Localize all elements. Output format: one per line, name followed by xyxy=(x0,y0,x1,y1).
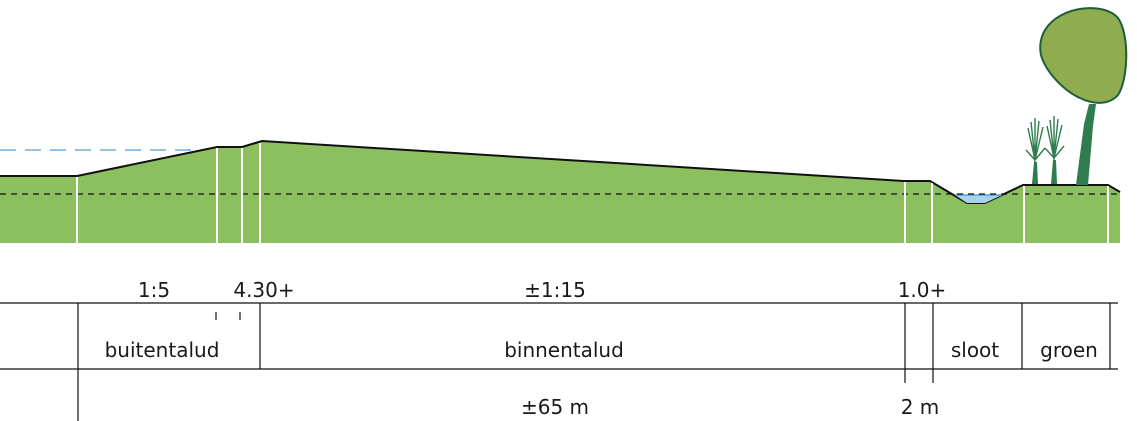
tree-icon xyxy=(1039,7,1128,185)
dimension-total-width: ±65 m xyxy=(521,395,589,419)
dike-profile-line xyxy=(0,139,1121,204)
reed-icon xyxy=(1025,116,1065,185)
label-berm-height: 1.0+ xyxy=(898,278,947,302)
ditch-water xyxy=(955,195,1002,203)
label-crest-height: 4.30+ xyxy=(233,278,294,302)
label-slope-inner: ±1:15 xyxy=(524,278,586,302)
dike-body xyxy=(0,141,1120,243)
zone-dividers xyxy=(77,303,1111,421)
zone-ditch: sloot xyxy=(951,338,999,362)
label-slope-outer: 1:5 xyxy=(138,278,170,302)
zone-inner-slope: binnentalud xyxy=(504,338,624,362)
zone-outer-slope: buitentalud xyxy=(105,338,220,362)
zone-green: groen xyxy=(1040,338,1098,362)
reed-trunks xyxy=(1032,160,1057,184)
ground-zone-dividers xyxy=(76,143,1109,243)
dimension-berm-width: 2 m xyxy=(901,395,940,419)
